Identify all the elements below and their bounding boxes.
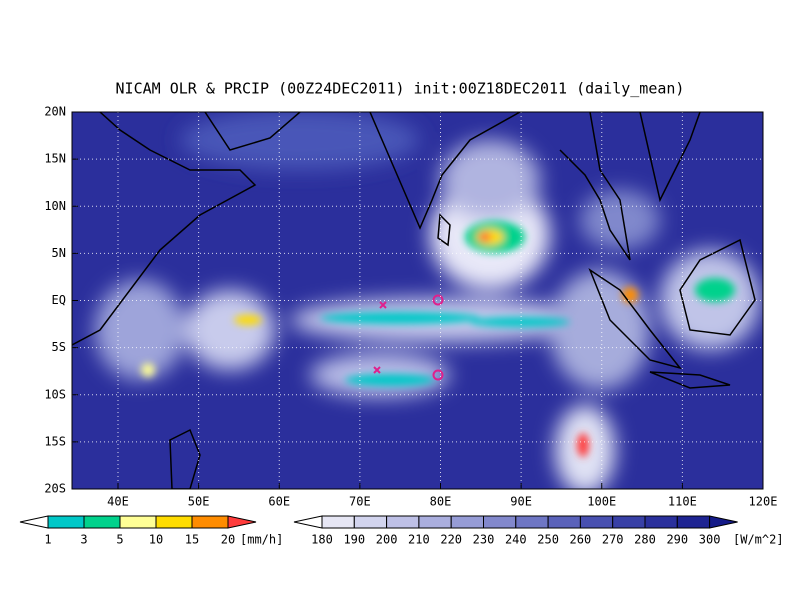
colorbar-segment bbox=[386, 515, 420, 529]
colorbar-segment bbox=[483, 515, 517, 529]
colorbar-label: 240 bbox=[505, 533, 527, 547]
colorbar-segment bbox=[612, 515, 646, 529]
colorbar-segment bbox=[579, 515, 614, 529]
colorbar-label: 230 bbox=[473, 533, 495, 547]
coastlines bbox=[72, 112, 756, 489]
latitude-label: 20S bbox=[44, 482, 66, 496]
colorbar-label: 270 bbox=[602, 533, 624, 547]
latitude-label: 10N bbox=[44, 199, 66, 213]
colorbar-label: 280 bbox=[634, 533, 656, 547]
colorbar-label: 260 bbox=[570, 533, 592, 547]
colorbar-end bbox=[293, 515, 323, 529]
title: NICAM OLR & PRCIP (00Z24DEC2011) init:00… bbox=[116, 80, 685, 98]
colorbar-label: 1 bbox=[44, 533, 51, 547]
colorbar-label: 290 bbox=[666, 533, 688, 547]
colorbar-end bbox=[227, 515, 257, 529]
map bbox=[72, 112, 763, 489]
colorbar-label: 300 bbox=[699, 533, 721, 547]
longitude-label: 60E bbox=[268, 495, 290, 509]
colorbar-segment bbox=[321, 515, 355, 529]
colorbar-end bbox=[19, 515, 49, 529]
longitude-label: 110E bbox=[668, 495, 697, 509]
colorbar-segment bbox=[644, 515, 678, 529]
colorbar-label: 220 bbox=[440, 533, 462, 547]
colorbar-segment bbox=[191, 515, 229, 529]
latitude-label: EQ bbox=[52, 293, 66, 307]
precip-field bbox=[141, 221, 735, 457]
colorbar-segment bbox=[547, 515, 581, 529]
colorbar-label: 20 bbox=[221, 533, 235, 547]
colorbar-label: 10 bbox=[149, 533, 163, 547]
latitude-label: 15N bbox=[44, 152, 66, 166]
colorbar-segment bbox=[155, 515, 193, 529]
longitude-label: 50E bbox=[188, 495, 210, 509]
longitude-label: 120E bbox=[749, 495, 778, 509]
colorbar-end bbox=[709, 515, 738, 529]
colorbar-segment bbox=[515, 515, 549, 529]
colorbar-label: 210 bbox=[408, 533, 430, 547]
colorbar-segment bbox=[353, 515, 388, 529]
colorbar-label: 180 bbox=[311, 533, 333, 547]
latitude-label: 20N bbox=[44, 105, 66, 119]
colorbar-segment bbox=[47, 515, 85, 529]
colorbar-unit: [mm/h] bbox=[240, 533, 283, 547]
colorbar-segment bbox=[450, 515, 485, 529]
longitude-label: 100E bbox=[587, 495, 616, 509]
colorbar-label: 200 bbox=[376, 533, 398, 547]
colorbar-label: 250 bbox=[537, 533, 559, 547]
longitude-label: 70E bbox=[349, 495, 371, 509]
colorbar-label: 3 bbox=[80, 533, 87, 547]
markers bbox=[373, 294, 444, 381]
colorbar-segment bbox=[83, 515, 121, 529]
colorbar-segment bbox=[119, 515, 157, 529]
colorbar-label: 15 bbox=[185, 533, 199, 547]
colorbar-label: 5 bbox=[116, 533, 123, 547]
colorbar-segment bbox=[418, 515, 452, 529]
latitude-label: 10S bbox=[44, 387, 66, 401]
longitude-label: 80E bbox=[430, 495, 452, 509]
longitude-label: 90E bbox=[510, 495, 532, 509]
latitude-label: 5S bbox=[52, 340, 66, 354]
latitude-label: 5N bbox=[52, 246, 66, 260]
longitude-label: 40E bbox=[107, 495, 129, 509]
colorbar-unit: [W/m^2] bbox=[733, 533, 784, 547]
colorbar-label: 190 bbox=[343, 533, 365, 547]
latitude-label: 15S bbox=[44, 434, 66, 448]
colorbar-segment bbox=[676, 515, 711, 529]
